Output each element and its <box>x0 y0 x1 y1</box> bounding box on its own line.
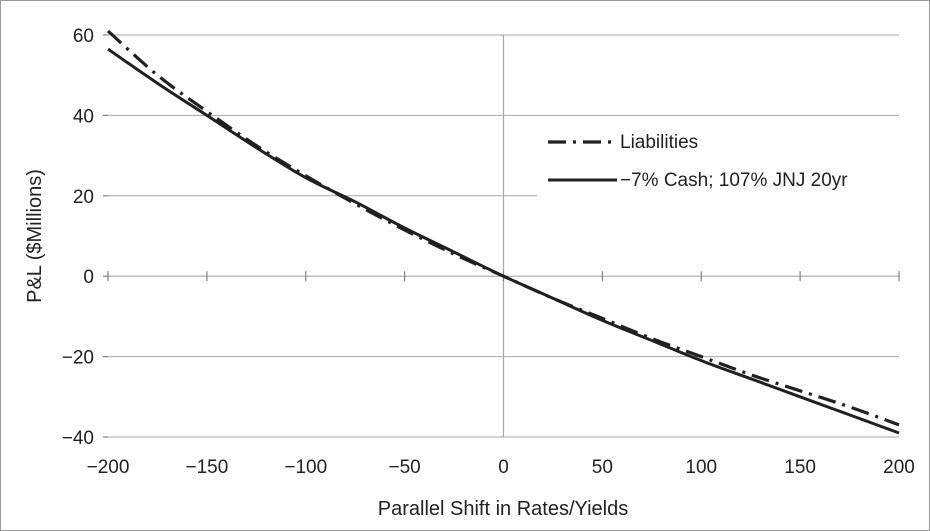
legend-background <box>537 121 909 201</box>
y-tick-label: −40 <box>62 428 94 449</box>
x-axis-label: Parallel Shift in Rates/Yields <box>378 498 629 520</box>
x-tick-label: −100 <box>284 457 327 478</box>
series-layer <box>106 29 900 435</box>
series-line-portfolio <box>107 47 900 435</box>
x-tick-label: −150 <box>185 457 228 478</box>
y-tick-label: 60 <box>73 26 94 47</box>
x-tick-label: 200 <box>883 457 915 478</box>
x-tick-label: −50 <box>389 457 421 478</box>
legend-label-liabilities: Liabilities <box>620 132 698 153</box>
x-tick-label: 100 <box>685 457 717 478</box>
x-tick-label: 50 <box>592 457 613 478</box>
legend-label-portfolio: −7% Cash; 107% JNJ 20yr <box>620 170 848 191</box>
legend: Liabilities −7% Cash; 107% JNJ 20yr <box>537 121 909 201</box>
y-tick-label: 20 <box>73 187 94 208</box>
y-tick-label: 40 <box>73 106 94 127</box>
y-tick-label: 0 <box>83 267 94 288</box>
y-axis-label: P&L ($Millions) <box>24 169 46 303</box>
x-tick-label: −200 <box>87 457 130 478</box>
x-tick-label: 0 <box>498 457 509 478</box>
x-tick-label: 150 <box>784 457 816 478</box>
y-tick-label: −20 <box>62 348 94 369</box>
